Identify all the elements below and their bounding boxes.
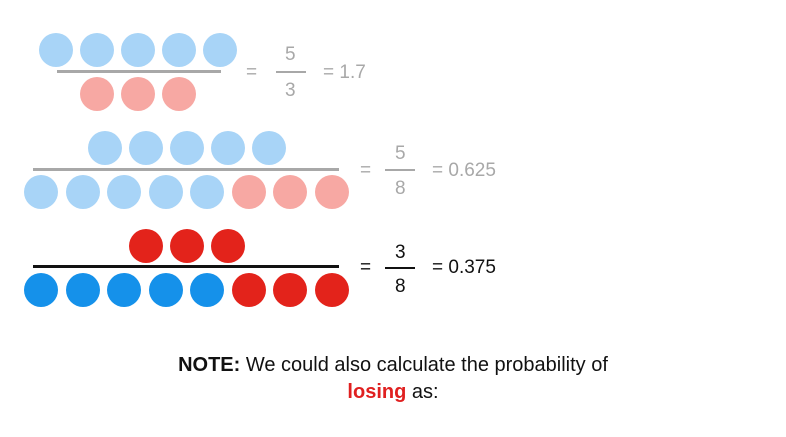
row-1-numerator-dot [121,33,155,67]
row-3-denominator-dot [107,273,141,307]
row-3-denominator-dot [24,273,58,307]
row-3-fraction-bar [33,265,339,268]
row-2-denominator-dot [231,175,266,209]
row-2-denominator-dot [314,175,349,209]
row-2-numerator-dot [170,131,204,165]
row-3-equals-sign: = [360,257,372,278]
row-3-denominator-dot [231,273,266,307]
row-1-numerator-dot [162,33,196,67]
row-1-fraction-bar [57,70,221,73]
row-2-result: = 0.625 [432,160,496,181]
row-3-fraction-numerator: 3 [395,242,406,263]
row-3-small-fraction-line [385,267,415,269]
row-3-result: = 0.375 [432,257,496,278]
row-3-denominator-dot [148,273,183,307]
row-2-denominator-dot [65,175,100,209]
note-line-2-text: as: [411,381,439,403]
row-2-fraction-bar [33,168,339,171]
row-3-numerator-dot [129,229,163,263]
row-1-denominator-dot [80,77,114,111]
row-2-fraction-denominator: 8 [395,178,406,199]
row-1-fraction-denominator: 3 [285,80,296,101]
note-highlight-losing: losing [347,381,407,403]
row-3-fraction-denominator: 8 [395,276,406,297]
row-2-denominator-dot [24,175,58,209]
row-2-denominator-dot [190,175,224,209]
row-1-numerator-dot [39,33,73,67]
row-1-small-fraction-line [276,71,306,73]
row-2-numerator-dot [211,131,245,165]
row-2-small-fraction-line [385,169,415,171]
row-2-denominator-dot [148,175,183,209]
note-line-2: losing as: [0,379,786,406]
note-line-1: NOTE: We could also calculate the probab… [0,352,786,379]
row-3-denominator-dot [314,273,349,307]
row-2-denominator-dot [107,175,141,209]
row-1-denominator-dot [121,77,155,111]
row-2-denominator-dot [273,175,307,209]
row-3-numerator-dot [170,229,204,263]
note-label: NOTE: [178,354,241,376]
note-text: NOTE: We could also calculate the probab… [0,352,786,406]
row-3-denominator-dot [65,273,100,307]
note-line-1-text: We could also calculate the probability … [245,354,608,376]
row-2-numerator-dot [88,131,122,165]
row-3-denominator-dot [273,273,307,307]
row-2-numerator-dot [129,131,163,165]
row-1-denominator-dot [162,77,196,111]
row-3-denominator-dot [190,273,224,307]
row-2-fraction-numerator: 5 [395,143,406,164]
row-3-numerator-dot [211,229,245,263]
row-1-numerator-dot [80,33,114,67]
row-1-equals-sign: = [246,62,258,83]
row-1-numerator-dot [203,33,237,67]
row-1-result: = 1.7 [323,62,366,83]
row-2-numerator-dot [252,131,286,165]
row-1-fraction-numerator: 5 [285,44,296,65]
row-2-equals-sign: = [360,160,372,181]
